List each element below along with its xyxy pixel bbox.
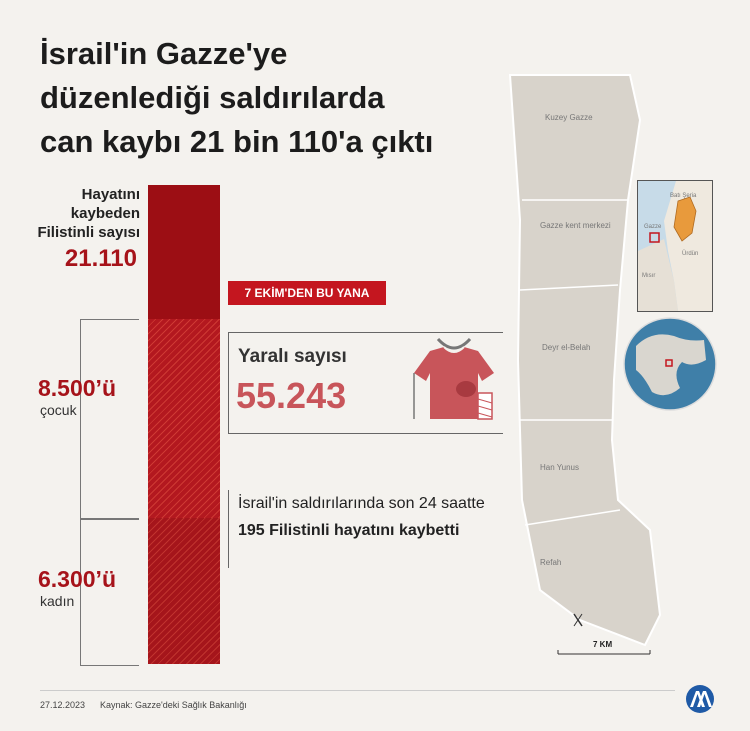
children-label: çocuk (40, 402, 77, 418)
west-bank-shape (673, 196, 697, 242)
map-label-khan-yunis: Han Yunus (540, 463, 579, 472)
children-bar-segment (148, 319, 220, 518)
since-oct-7-badge: 7 EKİM'DEN BU YANA (228, 281, 386, 305)
north-arrow-icon (573, 613, 583, 627)
inset-label-gaza: Gazze (644, 224, 662, 230)
women-bar-segment (148, 518, 220, 664)
page-title: İsrail'in Gazze'ye düzenlediği saldırıla… (40, 32, 500, 164)
women-value: 6.300’ü (38, 566, 116, 592)
title-line-2: düzenlediği saldırılarda (40, 80, 385, 115)
killed-label-line-1: Hayatını (81, 186, 140, 203)
children-value: 8.500’ü (38, 375, 116, 401)
inset-label-west-bank: Batı Şeria (670, 193, 697, 199)
killed-label-line-3: Filistinli sayısı (37, 224, 140, 241)
killed-bar (148, 185, 220, 319)
map-label-deir-al-balah: Deyr el-Belah (542, 343, 590, 352)
inset-label-egypt: Mısır (642, 273, 655, 279)
note-text: İsrail'in saldırılarında son 24 saatte (238, 495, 485, 512)
note-bold-text: 195 Filistinli hayatını kaybetti (238, 522, 460, 539)
gaza-strip-map: Kuzey Gazze Gazze kent merkezi Deyr el-B… (508, 74, 662, 655)
note-divider (228, 490, 229, 568)
wounded-value: 55.243 (236, 375, 347, 416)
gaza-highlight-box (649, 232, 660, 243)
title-line-3: can kaybı 21 bin 110'a çıktı (40, 124, 434, 159)
wounded-box (228, 332, 503, 434)
globe-icon (623, 317, 717, 411)
gaza-strip-shape (508, 74, 662, 647)
last-24h-note: İsrail'in saldırılarında son 24 saatte 1… (238, 490, 498, 544)
killed-value: 21.110 (64, 245, 137, 272)
women-label: kadın (40, 593, 75, 609)
children-bracket (80, 319, 139, 520)
wounded-person-icon (413, 337, 494, 420)
map-label-rafah: Refah (540, 558, 561, 567)
scale-label: 7 KM (593, 640, 612, 649)
women-bracket (80, 518, 139, 666)
aa-logo-icon (686, 685, 714, 713)
title-line-1: İsrail'in Gazze'ye (40, 36, 288, 71)
inset-label-jordan: Ürdün (682, 250, 698, 257)
region-inset-map: Gazze Batı Şeria Ürdün Mısır (637, 180, 713, 312)
killed-label-line-2: kaybeden (70, 205, 140, 222)
footer-divider (40, 690, 675, 691)
globe-gaza-marker (665, 359, 673, 367)
footer-date: 27.12.2023 (40, 700, 86, 710)
footer-source: Kaynak: Gazze'deki Sağlık Bakanlığı (100, 700, 247, 710)
killed-label: Hayatını kaybeden Filistinli sayısı (0, 185, 140, 242)
map-label-gaza-city: Gazze kent merkezi (540, 221, 611, 230)
map-label-north-gaza: Kuzey Gazze (545, 113, 593, 122)
wounded-label: Yaralı sayısı (238, 346, 347, 367)
